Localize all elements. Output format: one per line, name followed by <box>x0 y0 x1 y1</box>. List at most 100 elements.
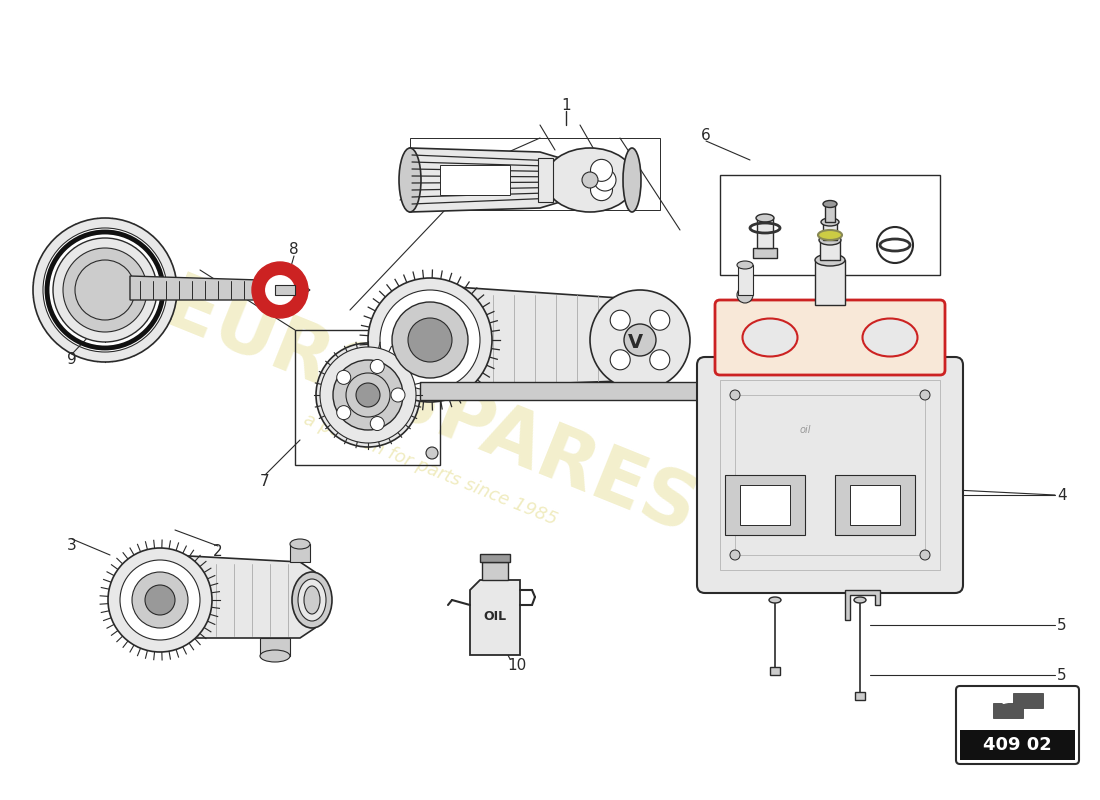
Circle shape <box>408 318 452 362</box>
Ellipse shape <box>623 148 641 212</box>
Text: 6: 6 <box>701 127 711 142</box>
Text: 2: 2 <box>213 545 223 559</box>
Bar <box>820 240 840 260</box>
Circle shape <box>368 278 492 402</box>
Ellipse shape <box>290 539 310 549</box>
Circle shape <box>333 360 403 430</box>
Bar <box>480 554 510 562</box>
Bar <box>482 562 508 580</box>
Text: 5: 5 <box>1057 667 1067 682</box>
Polygon shape <box>130 276 280 300</box>
Circle shape <box>594 169 616 191</box>
Ellipse shape <box>298 579 326 621</box>
Circle shape <box>426 447 438 459</box>
Bar <box>275 285 295 295</box>
Circle shape <box>63 248 147 332</box>
Text: V: V <box>627 334 642 353</box>
Circle shape <box>591 159 613 182</box>
Bar <box>420 382 715 400</box>
Ellipse shape <box>756 214 774 222</box>
Circle shape <box>920 550 929 560</box>
Bar <box>757 218 773 248</box>
Bar <box>770 667 780 675</box>
Bar <box>835 475 915 535</box>
Text: oil: oil <box>800 425 811 435</box>
Bar <box>960 730 1075 760</box>
Circle shape <box>75 260 135 320</box>
Ellipse shape <box>821 218 839 226</box>
Text: 4: 4 <box>1057 487 1067 502</box>
Circle shape <box>53 238 157 342</box>
Circle shape <box>337 370 351 384</box>
Circle shape <box>650 310 670 330</box>
Text: 8: 8 <box>289 242 299 258</box>
Text: 3: 3 <box>67 538 77 553</box>
Bar <box>440 165 510 195</box>
Text: 409 02: 409 02 <box>983 736 1052 754</box>
Polygon shape <box>992 693 1043 718</box>
Text: 10: 10 <box>507 658 527 673</box>
Circle shape <box>264 274 296 306</box>
Polygon shape <box>470 580 520 655</box>
Bar <box>855 692 865 700</box>
Circle shape <box>371 359 384 374</box>
Circle shape <box>737 287 754 303</box>
Ellipse shape <box>737 261 754 269</box>
Circle shape <box>390 388 405 402</box>
Circle shape <box>877 227 913 263</box>
Ellipse shape <box>544 148 635 212</box>
Circle shape <box>371 417 384 430</box>
Ellipse shape <box>292 572 332 628</box>
Circle shape <box>337 406 351 420</box>
Circle shape <box>33 218 177 362</box>
Bar <box>735 395 925 555</box>
Circle shape <box>316 343 420 447</box>
Polygon shape <box>845 590 880 620</box>
Text: OIL: OIL <box>483 610 507 623</box>
Ellipse shape <box>260 650 290 662</box>
Bar <box>740 485 790 525</box>
Ellipse shape <box>815 254 845 266</box>
Circle shape <box>379 290 480 390</box>
Bar <box>295 330 440 465</box>
Circle shape <box>320 347 416 443</box>
Circle shape <box>920 390 929 400</box>
Polygon shape <box>410 148 560 212</box>
Ellipse shape <box>823 201 837 207</box>
Circle shape <box>120 560 200 640</box>
Bar <box>738 265 754 295</box>
Circle shape <box>356 383 380 407</box>
Polygon shape <box>260 276 310 300</box>
Polygon shape <box>425 285 670 388</box>
Ellipse shape <box>399 148 421 212</box>
FancyBboxPatch shape <box>715 300 945 375</box>
Circle shape <box>624 324 656 356</box>
Ellipse shape <box>818 230 842 240</box>
Circle shape <box>392 302 468 378</box>
Circle shape <box>590 290 690 390</box>
Text: 1: 1 <box>561 98 571 113</box>
Bar <box>410 138 660 210</box>
FancyBboxPatch shape <box>697 357 962 593</box>
Circle shape <box>132 572 188 628</box>
Bar <box>538 158 553 202</box>
Bar <box>815 260 845 305</box>
FancyBboxPatch shape <box>956 686 1079 764</box>
Circle shape <box>43 228 167 352</box>
Circle shape <box>145 585 175 615</box>
Circle shape <box>582 172 598 188</box>
Bar <box>850 485 900 525</box>
Circle shape <box>610 350 630 370</box>
Text: 7: 7 <box>261 474 270 490</box>
Circle shape <box>610 310 630 330</box>
Polygon shape <box>170 555 315 638</box>
Circle shape <box>252 262 308 318</box>
Bar <box>720 380 940 570</box>
Bar <box>823 222 837 240</box>
Ellipse shape <box>769 597 781 603</box>
Circle shape <box>108 548 212 652</box>
Ellipse shape <box>820 235 842 245</box>
Circle shape <box>346 373 390 417</box>
Circle shape <box>730 550 740 560</box>
Bar <box>720 175 940 275</box>
